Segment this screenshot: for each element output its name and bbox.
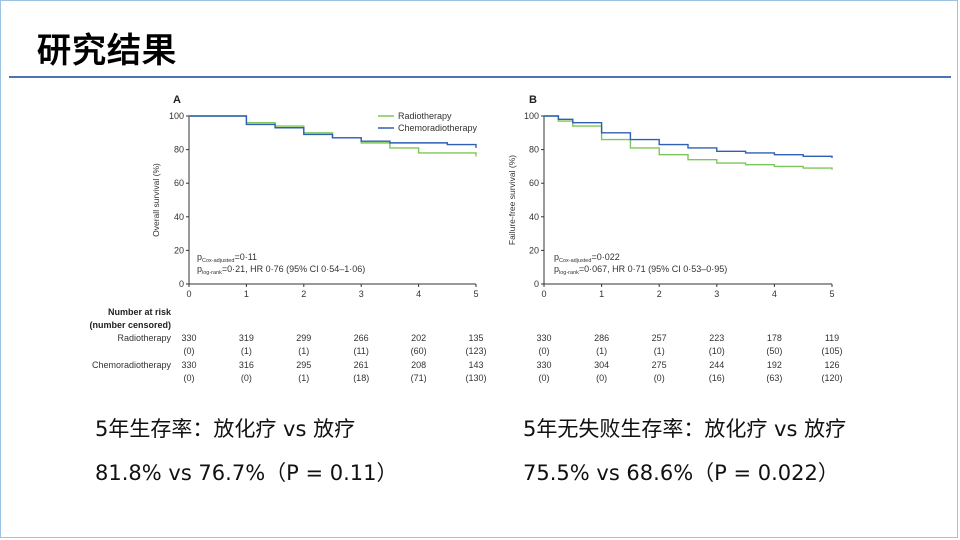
risk-row-label: Radiotherapy xyxy=(117,333,171,343)
panel-a-x-tick-label: 1 xyxy=(244,289,249,299)
panel-a-censored-count: (130) xyxy=(465,373,486,383)
panel-a-censored-count: (60) xyxy=(411,346,427,356)
panel-b-censored-count: (0) xyxy=(596,373,607,383)
panel-a-y-tick-label: 60 xyxy=(174,178,184,188)
panel-b-x-tick-label: 4 xyxy=(772,289,777,299)
panel-a-censored-count: (1) xyxy=(298,346,309,356)
panel-b-risk-count: 330 xyxy=(536,360,551,370)
panel-a-y-tick-label: 20 xyxy=(174,245,184,255)
panel-a-censored-count: (71) xyxy=(411,373,427,383)
panel-b-x-tick-label: 0 xyxy=(541,289,546,299)
panel-a-censored-count: (0) xyxy=(241,373,252,383)
panel-a-censored-count: (11) xyxy=(354,346,369,356)
os-summary-values: 81.8% vs 76.7%（P = 0.11） xyxy=(95,461,398,485)
panel-a-risk-count: 135 xyxy=(468,333,483,343)
panel-b-censored-count: (0) xyxy=(539,373,550,383)
panel-a-risk-count: 330 xyxy=(181,333,196,343)
panel-a-series-chemoradiotherapy-line xyxy=(189,115,477,148)
panel-b-y-tick-label: 80 xyxy=(529,145,539,155)
panel-a-pvalue-logrank: plog-rank=0·21, HR 0·76 (95% CI 0·54–1·0… xyxy=(197,264,365,276)
panel-b-risk-count: 330 xyxy=(536,333,551,343)
panel-b-y-tick-label: 100 xyxy=(524,111,539,121)
panel-a-y-tick-label: 100 xyxy=(169,111,184,121)
panel-b-risk-count: 275 xyxy=(652,360,667,370)
panel-b-risk-count: 192 xyxy=(767,360,782,370)
panel-b-censored-count: (120) xyxy=(821,373,842,383)
panel-b-pvalue-cox: pCox-adjusted=0·022 xyxy=(554,252,620,264)
panel-a-y-axis-label: Overall survival (%) xyxy=(151,163,161,237)
panel-b-y-tick-label: 60 xyxy=(529,178,539,188)
panel-b-y-tick-label: 20 xyxy=(529,245,539,255)
panel-a-legend-label: Chemoradiotherapy xyxy=(398,123,478,133)
panel-a-y-tick-label: 0 xyxy=(179,279,184,289)
panel-b-letter: B xyxy=(529,94,537,106)
ffs-summary-title: 5年无失败生存率：放化疗 vs 放疗 xyxy=(523,417,847,441)
panel-b-censored-count: (1) xyxy=(654,346,665,356)
panel-b-risk-count: 178 xyxy=(767,333,782,343)
panel-a-risk-count: 295 xyxy=(296,360,311,370)
risk-row-label: Chemoradiotherapy xyxy=(92,360,172,370)
panel-a-risk-count: 261 xyxy=(354,360,369,370)
panel-a-y-tick-label: 80 xyxy=(174,145,184,155)
panel-b-risk-count: 223 xyxy=(709,333,724,343)
panel-b-censored-count: (0) xyxy=(654,373,665,383)
panel-b-risk-count: 304 xyxy=(594,360,609,370)
panel-a-censored-count: (1) xyxy=(241,346,252,356)
panel-a-x-tick-label: 5 xyxy=(473,289,478,299)
panel-a-x-tick-label: 0 xyxy=(186,289,191,299)
panel-b-risk-count: 126 xyxy=(824,360,839,370)
panel-b-risk-count: 119 xyxy=(825,333,839,343)
panel-a-legend-label: Radiotherapy xyxy=(398,111,452,121)
panel-b-censored-count: (50) xyxy=(766,346,782,356)
panel-b-risk-count: 244 xyxy=(709,360,724,370)
panel-a-risk-count: 299 xyxy=(296,333,311,343)
panel-b-censored-count: (16) xyxy=(709,373,725,383)
panel-a-risk-count: 143 xyxy=(468,360,483,370)
panel-a-censored-count: (0) xyxy=(184,373,195,383)
panel-b-censored-count: (10) xyxy=(709,346,725,356)
panel-a-risk-count: 316 xyxy=(239,360,254,370)
panel-b-pvalue-logrank: plog-rank=0·067, HR 0·71 (95% CI 0·53–0·… xyxy=(554,264,727,276)
os-summary-title: 5年生存率：放化疗 vs 放疗 xyxy=(95,417,356,441)
panel-a-y-tick-label: 40 xyxy=(174,212,184,222)
title-divider xyxy=(9,76,951,78)
panel-b-x-tick-label: 1 xyxy=(599,289,604,299)
panel-a-letter: A xyxy=(173,94,181,106)
panel-b-series-radiotherapy-line xyxy=(544,115,833,170)
risk-table-header: Number at risk xyxy=(108,307,172,317)
panel-a-x-tick-label: 2 xyxy=(301,289,306,299)
panel-a-x-tick-label: 4 xyxy=(416,289,421,299)
panel-b-censored-count: (63) xyxy=(766,373,782,383)
panel-b-y-tick-label: 40 xyxy=(529,212,539,222)
slide-title: 研究结果 xyxy=(37,31,177,71)
panel-a-censored-count: (123) xyxy=(465,346,486,356)
panel-b-series-chemoradiotherapy-line xyxy=(544,115,833,158)
panel-b-y-axis-label: Failure-free survival (%) xyxy=(507,155,517,245)
panel-a-risk-count: 266 xyxy=(354,333,369,343)
panel-a-risk-count: 202 xyxy=(411,333,426,343)
panel-b-censored-count: (1) xyxy=(596,346,607,356)
panel-a-censored-count: (18) xyxy=(353,373,369,383)
panel-b-x-tick-label: 3 xyxy=(714,289,719,299)
panel-a-pvalue-cox: pCox-adjusted=0·11 xyxy=(197,252,257,264)
panel-a-risk-count: 330 xyxy=(181,360,196,370)
ffs-summary-values: 75.5% vs 68.6%（P = 0.022） xyxy=(523,461,839,485)
panel-b-censored-count: (105) xyxy=(821,346,842,356)
panel-a-risk-count: 208 xyxy=(411,360,426,370)
panel-b-y-tick-label: 0 xyxy=(534,279,539,289)
panel-b-x-tick-label: 2 xyxy=(657,289,662,299)
panel-b-risk-count: 286 xyxy=(594,333,609,343)
panel-b-x-tick-label: 5 xyxy=(829,289,834,299)
panel-a-x-tick-label: 3 xyxy=(359,289,364,299)
panel-a-censored-count: (0) xyxy=(184,346,195,356)
panel-a-censored-count: (1) xyxy=(298,373,309,383)
risk-table-subheader: (number censored) xyxy=(89,320,171,330)
panel-b-censored-count: (0) xyxy=(539,346,550,356)
panel-b-risk-count: 257 xyxy=(652,333,667,343)
panel-a-risk-count: 319 xyxy=(239,333,254,343)
